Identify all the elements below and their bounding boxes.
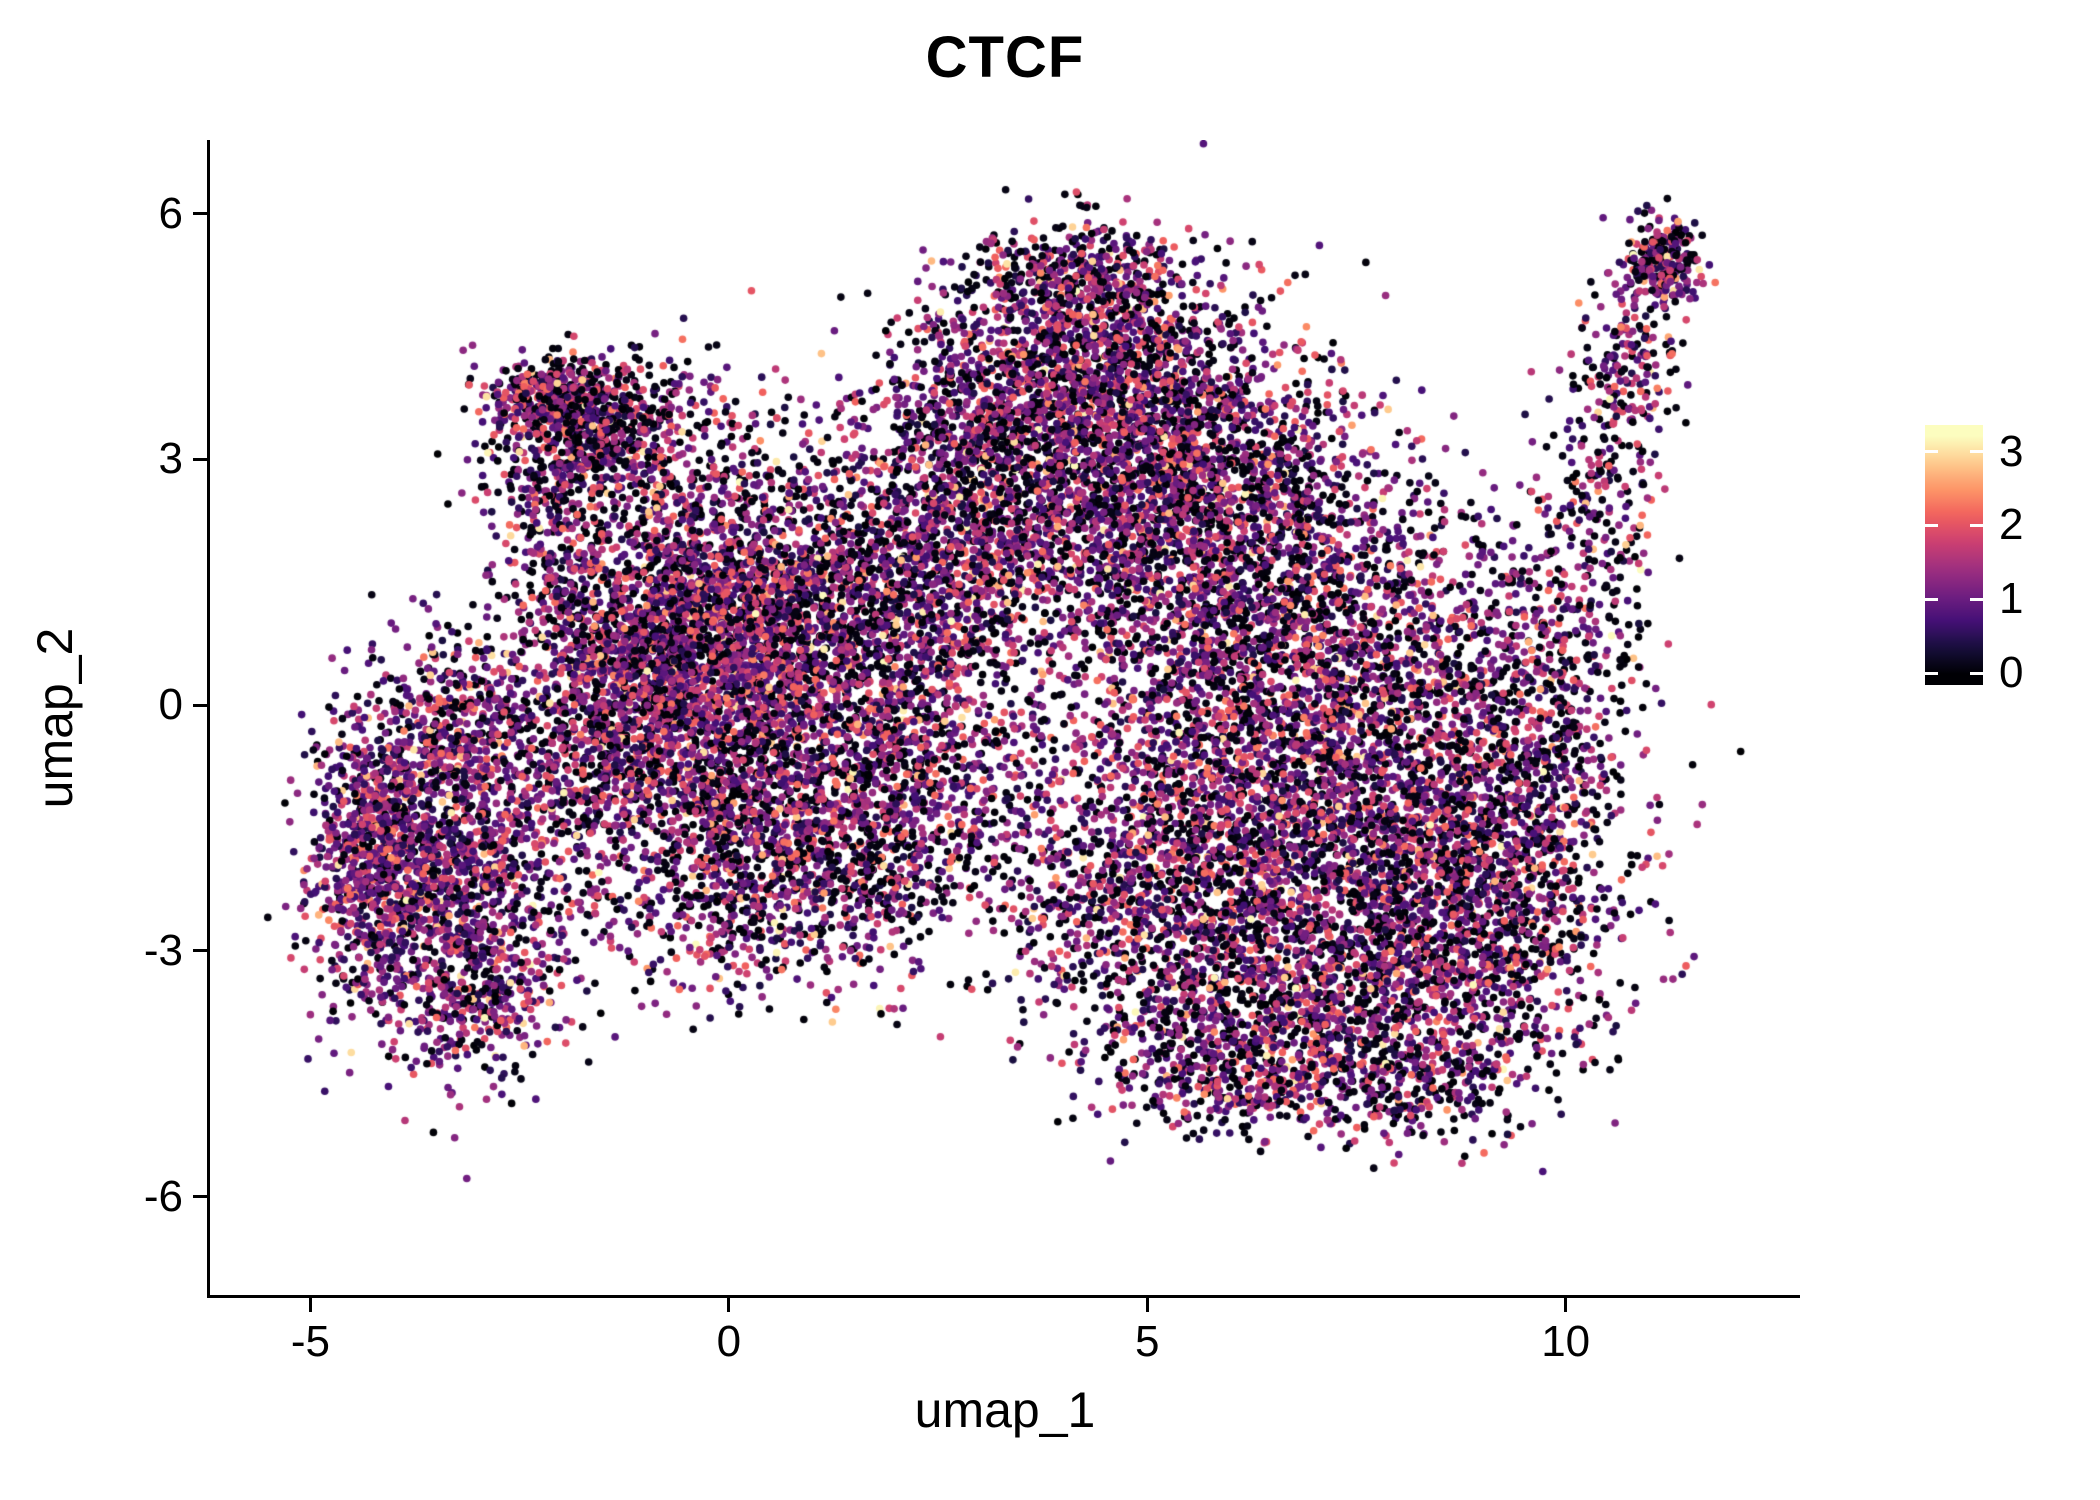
x-tick-label: 5 bbox=[1135, 1317, 1160, 1366]
colorbar-tick-mark bbox=[1970, 523, 1983, 527]
x-tick-label: 0 bbox=[716, 1317, 742, 1366]
colorbar-tick-mark bbox=[1925, 450, 1938, 454]
x-tick-mark bbox=[308, 1298, 312, 1312]
x-tick-mark bbox=[727, 1298, 731, 1312]
y-tick-label: 6 bbox=[158, 188, 183, 238]
x-tick-mark bbox=[1564, 1298, 1568, 1312]
colorbar-tick-label: 2 bbox=[1999, 500, 2024, 550]
colorbar-tick-mark bbox=[1970, 450, 1983, 454]
colorbar-tick-mark bbox=[1970, 597, 1983, 601]
y-tick-label: -3 bbox=[143, 925, 183, 975]
y-tick-label: -6 bbox=[143, 1171, 183, 1221]
y-tick-label: 0 bbox=[158, 680, 183, 730]
y-tick-mark bbox=[193, 703, 207, 707]
colorbar-gradient bbox=[1925, 425, 1983, 685]
x-axis-title: umap_1 bbox=[914, 1382, 1096, 1438]
x-tick-mark bbox=[1145, 1298, 1149, 1312]
y-tick-mark bbox=[193, 1195, 207, 1199]
colorbar-tick-mark bbox=[1925, 597, 1938, 601]
y-axis-line bbox=[207, 140, 210, 1298]
colorbar-tick-mark bbox=[1925, 671, 1938, 675]
y-tick-mark bbox=[193, 212, 207, 216]
x-tick-label: 10 bbox=[1541, 1317, 1591, 1366]
scatter-points-canvas bbox=[210, 140, 1800, 1295]
x-tick-label: -5 bbox=[290, 1317, 330, 1366]
x-axis-line bbox=[207, 1295, 1800, 1298]
colorbar-tick-mark bbox=[1925, 523, 1938, 527]
colorbar-tick-label: 3 bbox=[1999, 426, 2024, 476]
y-tick-mark bbox=[193, 457, 207, 461]
y-tick-mark bbox=[193, 949, 207, 953]
plot-title: CTCF bbox=[925, 25, 1085, 90]
colorbar-tick-mark bbox=[1970, 671, 1983, 675]
colorbar-tick-label: 1 bbox=[1999, 574, 2024, 624]
y-tick-label: 3 bbox=[158, 434, 183, 484]
colorbar-tick-label: 0 bbox=[1999, 648, 2024, 698]
